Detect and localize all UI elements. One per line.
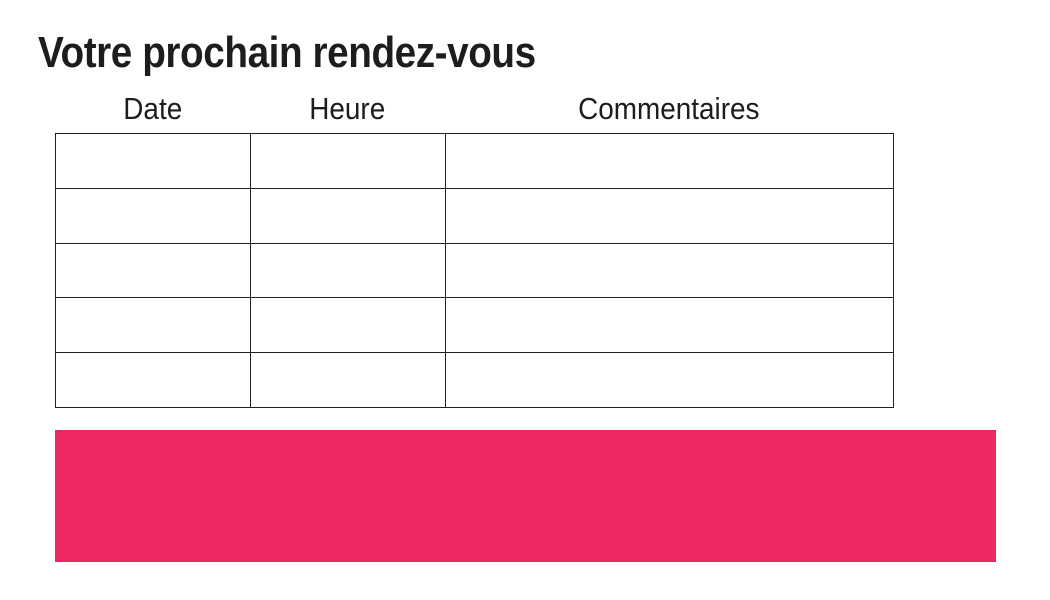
table-row xyxy=(55,133,894,189)
table-cell xyxy=(55,187,251,244)
table-cell xyxy=(250,133,446,189)
table-cell xyxy=(55,352,251,408)
table-cell xyxy=(445,133,894,189)
column-header-heure-label: Heure xyxy=(309,91,386,126)
column-header-date: Date xyxy=(55,92,250,126)
column-header-heure: Heure xyxy=(250,92,445,126)
column-header-commentaires-label: Commentaires xyxy=(578,91,760,126)
table-column-headers: Date Heure Commentaires xyxy=(55,92,893,126)
pink-banner xyxy=(55,430,996,562)
table-cell xyxy=(445,352,894,408)
page-title: Votre prochain rendez-vous xyxy=(38,28,536,77)
table-row xyxy=(55,242,894,299)
table-cell xyxy=(445,297,894,354)
column-header-date-label: Date xyxy=(123,91,182,126)
table-cell xyxy=(250,297,446,354)
table-cell xyxy=(445,242,894,299)
table-cell xyxy=(445,187,894,244)
table-cell xyxy=(250,242,446,299)
table-cell xyxy=(55,297,251,354)
table-cell xyxy=(250,187,446,244)
appointments-table-body xyxy=(55,133,894,408)
table-row xyxy=(55,352,894,408)
table-cell xyxy=(55,242,251,299)
table-cell xyxy=(55,133,251,189)
appointments-table xyxy=(55,133,894,408)
table-row xyxy=(55,297,894,354)
table-cell xyxy=(250,352,446,408)
column-header-commentaires: Commentaires xyxy=(445,92,893,126)
table-row xyxy=(55,187,894,244)
